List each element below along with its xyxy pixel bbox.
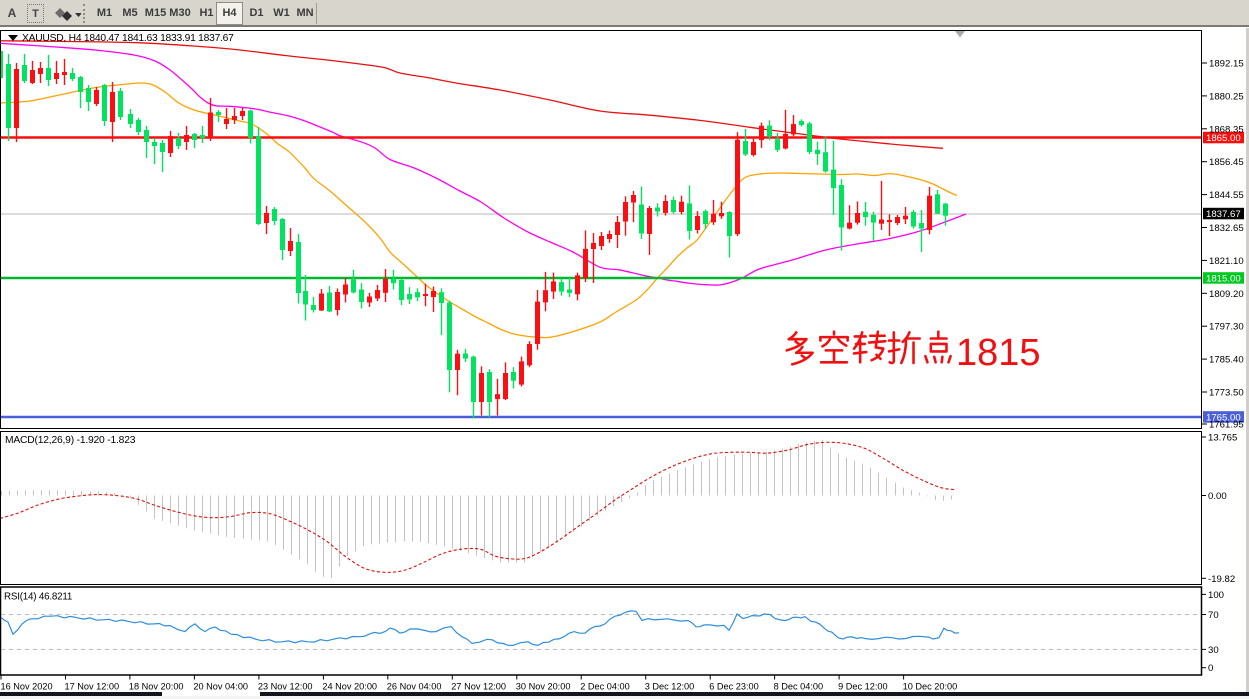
svg-text:24 Nov 20:00: 24 Nov 20:00 — [322, 682, 377, 692]
svg-text:1880.25: 1880.25 — [1209, 91, 1244, 102]
svg-text:13.765: 13.765 — [1208, 433, 1237, 444]
svg-text:1865.00: 1865.00 — [1206, 133, 1241, 144]
svg-text:XAUUSD, H4 1840.47 1841.63 18: XAUUSD, H4 1840.47 1841.63 1833.91 1837.… — [22, 33, 234, 44]
svg-text:1821.10: 1821.10 — [1209, 256, 1244, 267]
svg-text:MACD(12,26,9) -1.920 -1.823: MACD(12,26,9) -1.920 -1.823 — [5, 435, 136, 446]
svg-text:20 Nov 04:00: 20 Nov 04:00 — [193, 682, 248, 692]
svg-text:1856.45: 1856.45 — [1209, 157, 1244, 168]
svg-text:10 Dec 20:00: 10 Dec 20:00 — [903, 682, 958, 692]
svg-text:2 Dec 04:00: 2 Dec 04:00 — [580, 682, 630, 692]
svg-text:9 Dec 12:00: 9 Dec 12:00 — [838, 682, 888, 692]
svg-text:100: 100 — [1208, 590, 1224, 601]
svg-text:26 Nov 04:00: 26 Nov 04:00 — [387, 682, 442, 692]
svg-text:1815.00: 1815.00 — [1206, 274, 1241, 285]
svg-text:1797.30: 1797.30 — [1209, 322, 1244, 333]
svg-text:1844.55: 1844.55 — [1209, 190, 1244, 201]
svg-text:0: 0 — [1208, 663, 1213, 674]
svg-text:1832.65: 1832.65 — [1209, 223, 1244, 234]
svg-text:0.00: 0.00 — [1208, 491, 1227, 502]
svg-text:1868.35: 1868.35 — [1209, 124, 1244, 135]
svg-text:6 Dec 23:00: 6 Dec 23:00 — [709, 682, 759, 692]
svg-text:18 Nov 20:00: 18 Nov 20:00 — [129, 682, 184, 692]
svg-text:30: 30 — [1208, 645, 1219, 656]
svg-text:1785.40: 1785.40 — [1209, 355, 1244, 366]
svg-text:1765.00: 1765.00 — [1206, 413, 1241, 424]
svg-text:17 Nov 12:00: 17 Nov 12:00 — [65, 682, 120, 692]
svg-text:-19.82: -19.82 — [1208, 574, 1235, 585]
svg-text:RSI(14) 46.8211: RSI(14) 46.8211 — [4, 592, 72, 603]
svg-text:1892.15: 1892.15 — [1209, 59, 1244, 70]
svg-text:70: 70 — [1208, 610, 1219, 621]
svg-text:1761.95: 1761.95 — [1209, 420, 1244, 431]
svg-text:3 Dec 12:00: 3 Dec 12:00 — [645, 682, 695, 692]
svg-text:1809.20: 1809.20 — [1209, 289, 1244, 300]
svg-text:8 Dec 04:00: 8 Dec 04:00 — [774, 682, 824, 692]
svg-text:16 Nov 2020: 16 Nov 2020 — [1, 682, 53, 692]
svg-text:27 Nov 12:00: 27 Nov 12:00 — [451, 682, 506, 692]
svg-text:23 Nov 12:00: 23 Nov 12:00 — [258, 682, 313, 692]
svg-text:30 Nov 20:00: 30 Nov 20:00 — [516, 682, 571, 692]
svg-text:1837.67: 1837.67 — [1206, 209, 1241, 220]
svg-text:1815: 1815 — [956, 332, 1041, 374]
svg-text:1773.50: 1773.50 — [1209, 388, 1244, 399]
